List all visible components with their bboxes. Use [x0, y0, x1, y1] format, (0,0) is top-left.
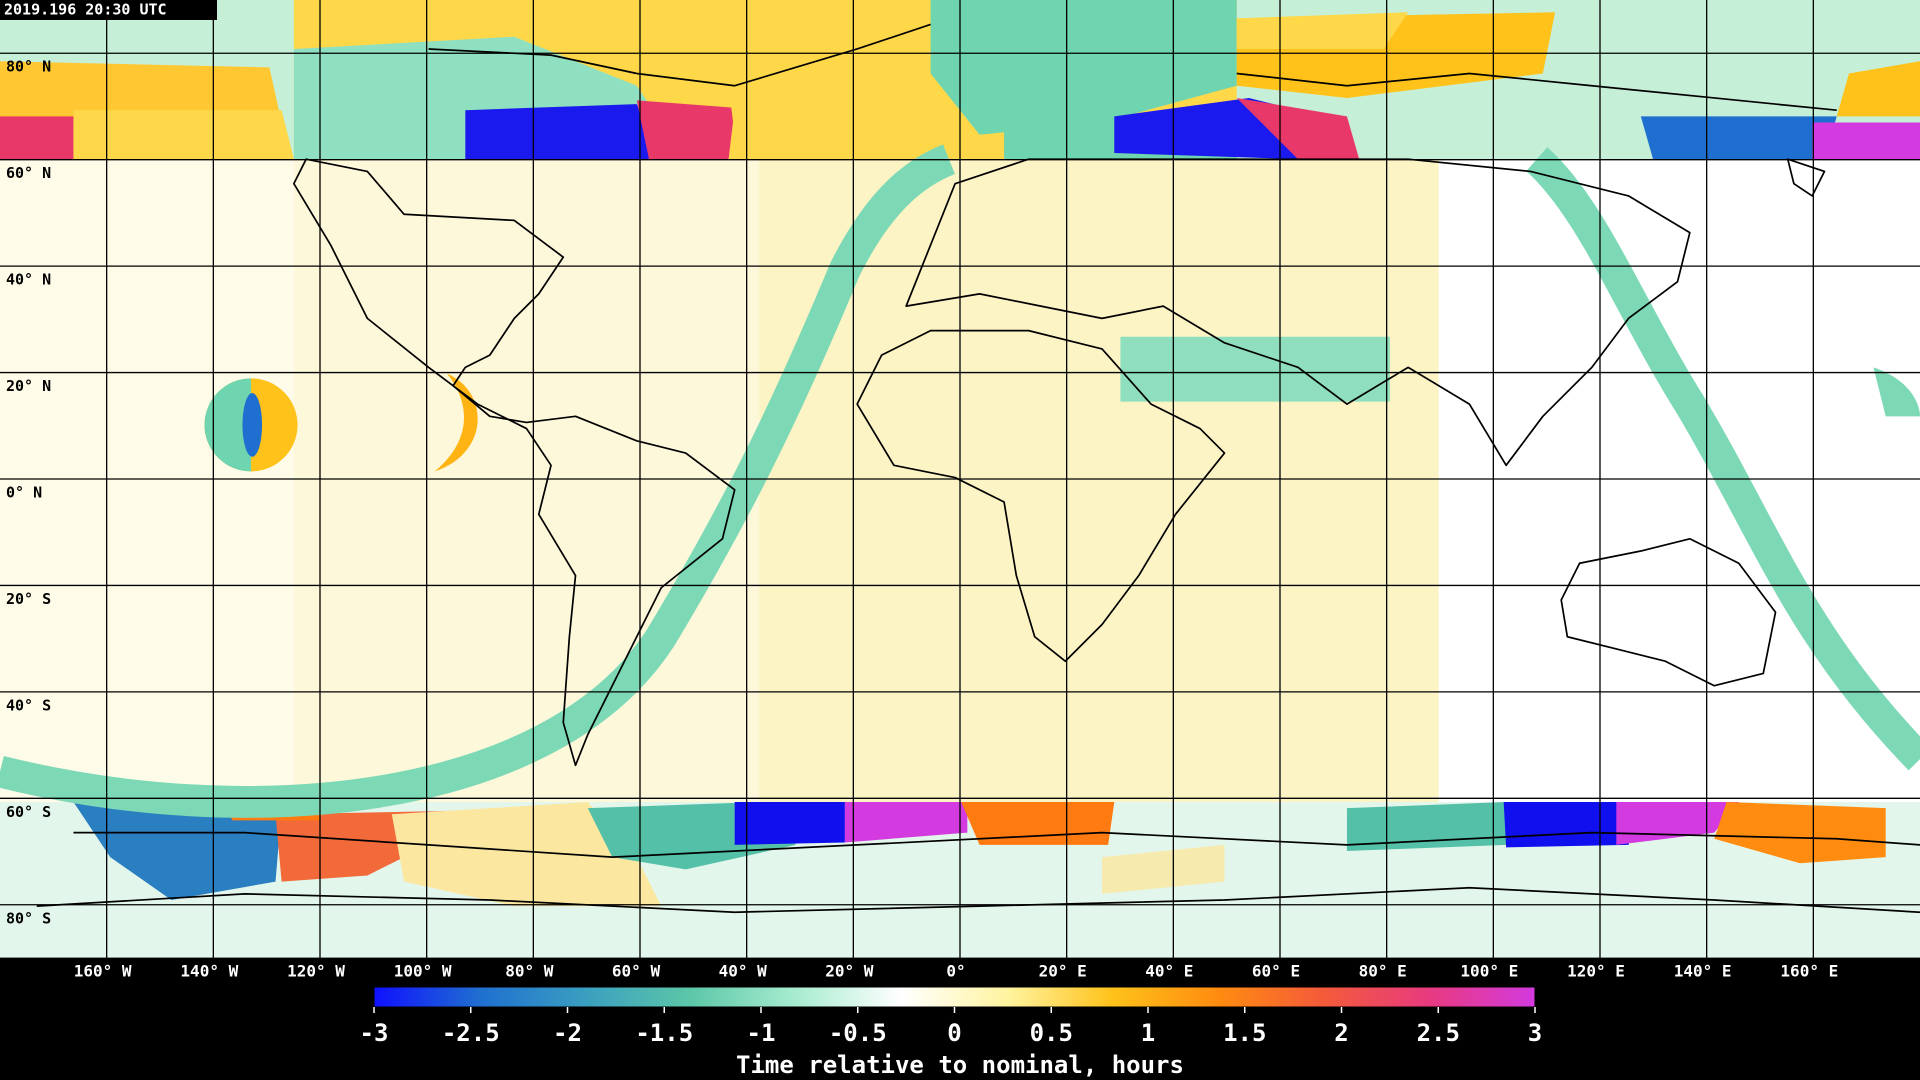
lat-label: 60° S — [6, 803, 51, 821]
lat-label: 60° N — [6, 164, 51, 182]
lon-label: 80° W — [505, 962, 554, 981]
lon-label: 60° W — [612, 962, 661, 981]
colorbar-tick-label: -2.5 — [442, 1019, 500, 1047]
colorbar-tick-label: 0 — [947, 1019, 961, 1047]
colorbar-tick-label: 2.5 — [1417, 1019, 1460, 1047]
lon-label: 40° E — [1145, 962, 1193, 981]
lat-label: 20° N — [6, 377, 51, 395]
lon-label: 60° E — [1252, 962, 1300, 981]
lon-label: 20° W — [825, 962, 874, 981]
lat-label: 20° S — [6, 590, 51, 608]
lon-label: 160° W — [74, 962, 132, 981]
lat-label: 80° S — [6, 909, 51, 927]
lon-label: 120° E — [1567, 962, 1625, 981]
lon-label: 80° E — [1359, 962, 1407, 981]
colorbar-title: Time relative to nominal, hours — [736, 1051, 1184, 1079]
timestamp: 2019.196 20:30 UTC — [4, 1, 167, 19]
colorbar-tick-label: 3 — [1528, 1019, 1542, 1047]
colorbar — [373, 986, 1536, 1008]
lon-label: 120° W — [287, 962, 345, 981]
lon-label: 140° E — [1674, 962, 1732, 981]
lat-label: 80° N — [6, 58, 51, 76]
lon-label: 40° W — [719, 962, 768, 981]
lon-label: 100° W — [394, 962, 452, 981]
lat-label: 40° N — [6, 271, 51, 289]
colorbar-tick-label: -0.5 — [829, 1019, 887, 1047]
map — [0, 0, 1920, 958]
lon-label: 140° W — [180, 962, 238, 981]
colorbar-tick-label: 2 — [1334, 1019, 1348, 1047]
colorbar-tick-label: 1.5 — [1223, 1019, 1266, 1047]
lon-label: 160° E — [1780, 962, 1838, 981]
lon-label: 20° E — [1039, 962, 1087, 981]
lon-label: 100° E — [1460, 962, 1518, 981]
graticule — [0, 0, 1920, 958]
lat-label: 40° S — [6, 696, 51, 714]
timestamp-box — [0, 0, 217, 20]
colorbar-tick-label: 0.5 — [1030, 1019, 1073, 1047]
colorbar-tick-label: -1.5 — [635, 1019, 693, 1047]
colorbar-tick-label: -3 — [360, 1019, 389, 1047]
colorbar-tick-label: -1 — [747, 1019, 776, 1047]
colorbar-tick-label: -2 — [553, 1019, 582, 1047]
colorbar-tick-label: 1 — [1141, 1019, 1155, 1047]
lon-label: 0° — [946, 962, 965, 981]
lat-label: 0° N — [6, 484, 42, 502]
